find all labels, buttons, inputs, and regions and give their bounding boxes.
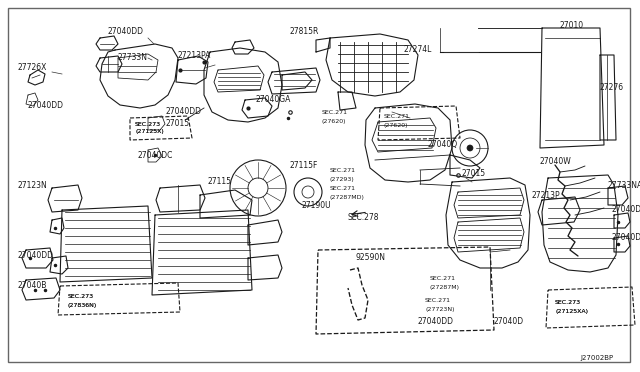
Text: SEC.273: SEC.273 [68,294,94,298]
Text: 27040D: 27040D [494,317,524,327]
Text: 27040DD: 27040DD [28,100,64,109]
Text: 92590N: 92590N [355,253,385,263]
Text: SEC.271: SEC.271 [430,276,456,280]
Text: 27040DD: 27040DD [165,108,201,116]
Text: SEC.273: SEC.273 [135,122,161,126]
Text: SEC.271: SEC.271 [322,109,348,115]
Text: (27287MD): (27287MD) [330,195,365,199]
Text: (27723N): (27723N) [425,308,454,312]
Text: SEC.278: SEC.278 [348,214,380,222]
Text: 27733N: 27733N [118,54,148,62]
Text: 27040DD: 27040DD [418,317,454,327]
Text: SEC.271: SEC.271 [425,298,451,302]
Text: J27002BP: J27002BP [580,355,613,361]
Text: 27010: 27010 [560,20,584,29]
Text: (27125X): (27125X) [135,129,164,135]
Text: 27040DC: 27040DC [138,151,173,160]
Text: (27125X): (27125X) [135,129,164,135]
Text: 27040B: 27040B [18,280,47,289]
Text: 27213PA: 27213PA [178,51,211,61]
Text: 27190U: 27190U [302,202,332,211]
Text: 27123N: 27123N [18,182,48,190]
Text: SEC.271: SEC.271 [384,113,410,119]
FancyBboxPatch shape [8,8,630,362]
Text: 27040W: 27040W [540,157,572,167]
Text: (27836N): (27836N) [68,304,97,308]
Text: 27040Q: 27040Q [428,140,458,148]
Text: (27620): (27620) [322,119,346,124]
Text: 27040DD: 27040DD [108,28,144,36]
Text: (27293): (27293) [330,176,355,182]
Text: 27276: 27276 [600,83,624,93]
Text: (27836N): (27836N) [68,304,97,308]
Text: 27115: 27115 [208,177,232,186]
Text: (27620): (27620) [384,124,408,128]
Text: (27125XA): (27125XA) [555,310,588,314]
Text: 27040DD: 27040DD [612,234,640,243]
Text: 27274L: 27274L [403,45,431,55]
Text: SEC.273: SEC.273 [135,122,161,126]
Text: (27287M): (27287M) [430,285,460,291]
Text: 27040DD: 27040DD [18,250,54,260]
Circle shape [467,145,473,151]
Text: 27015: 27015 [462,170,486,179]
Text: 27115F: 27115F [290,160,318,170]
Text: 27733NA: 27733NA [608,180,640,189]
Text: 27040GA: 27040GA [256,96,291,105]
Text: SEC.273: SEC.273 [68,294,94,298]
Text: (27125XA): (27125XA) [555,310,588,314]
Text: 27213P: 27213P [532,192,561,201]
Text: SEC.271: SEC.271 [330,167,356,173]
Text: 27726X: 27726X [18,64,47,73]
Text: SEC.271: SEC.271 [330,186,356,190]
Text: 27040DD: 27040DD [612,205,640,215]
Text: 27015: 27015 [165,119,189,128]
Text: SEC.273: SEC.273 [555,299,581,305]
Text: 27815R: 27815R [290,28,319,36]
Text: SEC.273: SEC.273 [555,299,581,305]
